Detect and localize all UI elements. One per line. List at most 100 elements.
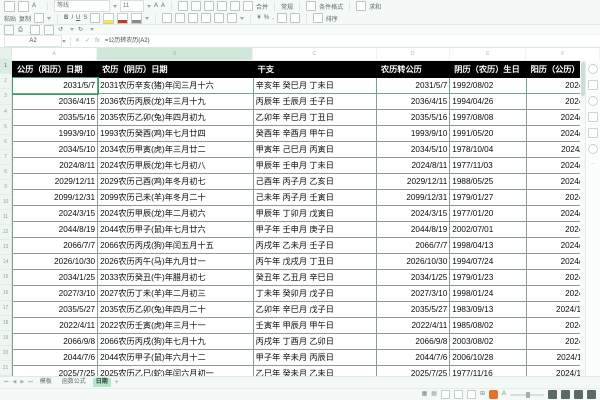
merge-cells-label[interactable]: 合并 — [256, 4, 269, 11]
table-row[interactable]: 2029/12/11 2029农历己酉(鸡)年冬月初七 己酉年 丙子月 乙亥日 … — [12, 173, 600, 190]
format-rail-icon[interactable] — [588, 96, 598, 106]
cell-lunar-birthday[interactable]: 1988/05/25 — [449, 173, 527, 190]
cell-lunar-birthday[interactable]: 1985/08/02 — [449, 317, 527, 334]
cell-ganzhi[interactable]: 丙午年 戊戌月 丁丑日 — [252, 253, 377, 270]
row-header[interactable]: 16 — [0, 285, 11, 301]
person-icon[interactable]: A — [501, 391, 506, 397]
undo-dropdown-icon[interactable] — [70, 28, 74, 31]
cell-lunar-birthday[interactable]: 1977/11/16 — [449, 365, 527, 376]
cell-lunar-birthday[interactable]: 2003/08/02 — [449, 333, 527, 350]
column-header-e[interactable]: E — [450, 48, 527, 60]
table-row[interactable]: 1993/9/10 1993农历癸酉(鸡)年七月廿四 癸酉年 辛酉月 甲午日 1… — [12, 125, 600, 142]
copy-icon[interactable] — [18, 0, 29, 12]
cell-lunar-birthday[interactable]: 1977/11/03 — [449, 157, 527, 174]
column-header-b[interactable]: B — [97, 48, 254, 60]
cell-ganzhi[interactable]: 丙戌年 乙未月 壬子日 — [252, 237, 377, 254]
table-row[interactable]: 2044/7/6 2044农历甲子(鼠)年六月十二 甲子年 辛未月 丙辰日 20… — [12, 349, 600, 366]
cell-ganzhi[interactable]: 甲辰年 壬申月 丁未日 — [252, 157, 377, 174]
table-row[interactable]: 2044/8/19 2044农历甲子(鼠)年七月廿六 甲子年 壬申月 庚子日 2… — [12, 221, 600, 238]
align-bottom-icon[interactable] — [204, 1, 215, 11]
table-row[interactable]: 2035/5/27 2035农历乙卯(兔)年四月二十 乙卯年 辛巳月 戊子日 2… — [12, 301, 600, 318]
cell-lunar-birthday[interactable]: 1997/08/08 — [449, 109, 527, 126]
row-header[interactable]: 1 — [0, 59, 11, 75]
column-header-c[interactable]: C — [253, 48, 377, 60]
cell-gregorian-date[interactable]: 2044/8/19 — [12, 221, 99, 238]
cell-ganzhi[interactable]: 丙辰年 壬辰月 壬子日 — [252, 93, 377, 110]
cell-lunar-to-solar[interactable]: 2044/7/6 — [375, 349, 451, 366]
cell-lunar-to-solar[interactable]: 2034/1/25 — [375, 269, 451, 286]
cell-gregorian-date[interactable]: 2066/9/8 — [12, 333, 99, 350]
row-header[interactable]: 17 — [0, 301, 11, 316]
cell-lunar-date[interactable]: 2099农历己未(羊)年冬月二十 — [97, 189, 254, 206]
paste-icon[interactable] — [4, 0, 15, 12]
cell-ganzhi[interactable]: 甲子年 辛未月 丙辰日 — [252, 349, 377, 366]
cell-ganzhi[interactable]: 乙卯年 辛巳月 丁丑日 — [252, 109, 377, 126]
chevron-down-icon[interactable] — [240, 16, 245, 20]
format-painter-icon[interactable]: A — [32, 2, 37, 9]
search-rail-icon[interactable] — [588, 64, 598, 74]
conditional-format-icon[interactable] — [306, 1, 317, 11]
row-header[interactable]: 7 — [0, 150, 11, 165]
col-header-gregorian-date[interactable]: 公历（阳历）日期 — [12, 61, 99, 78]
redo-icon[interactable]: ↻ — [78, 26, 84, 33]
chevron-down-icon[interactable] — [113, 4, 117, 8]
confirm-formula-icon[interactable]: ✓ — [85, 37, 91, 44]
cell-gregorian-date[interactable]: 2024/8/11 — [12, 157, 99, 174]
cell-gregorian-date[interactable]: 2036/4/15 — [12, 93, 99, 110]
settings-status-icon[interactable] — [587, 390, 596, 399]
table-row[interactable]: 2026/10/30 2026农历丙午(马)年九月廿一 丙午年 戊戌月 丁丑日 … — [12, 253, 600, 270]
cell-lunar-date[interactable]: 2034农历甲寅(虎)年三月廿二 — [97, 141, 254, 158]
cell-gregorian-date[interactable]: 2029/12/11 — [12, 173, 99, 190]
table-row[interactable]: 2027/3/10 2027农历丁未(羊)年二月初三 丁未年 癸卯月 戊子日 2… — [12, 285, 600, 302]
bold-icon[interactable]: B — [64, 14, 69, 21]
underline-icon[interactable]: U — [76, 14, 81, 21]
zoom-slider[interactable] — [510, 391, 544, 398]
cell-gregorian-date[interactable]: 2034/1/25 — [12, 269, 99, 286]
row-header[interactable]: 6 — [0, 135, 11, 150]
cell-ganzhi[interactable]: 甲寅年 己巳月 丙寅日 — [252, 141, 377, 158]
cell-lunar-to-solar[interactable]: 2036/4/15 — [375, 93, 451, 110]
cell-ganzhi[interactable]: 甲辰年 丁卯月 戊寅日 — [252, 205, 377, 222]
row-header[interactable]: 5 — [0, 120, 11, 135]
wrap-text-icon[interactable] — [243, 1, 254, 11]
number-format-label[interactable]: 常规 — [281, 4, 294, 11]
cell-gregorian-date[interactable]: 2022/4/11 — [12, 317, 99, 334]
col-header-lunar-to-solar[interactable]: 农历转公历 — [375, 61, 451, 78]
cell-lunar-to-solar[interactable]: 2034/5/10 — [375, 141, 451, 158]
cell-lunar-to-solar[interactable]: 2027/3/10 — [375, 285, 451, 302]
cell-ganzhi[interactable]: 甲子年 壬申月 庚子日 — [252, 221, 377, 238]
settings-rail-icon[interactable] — [588, 144, 598, 154]
vertical-scrollbar[interactable] — [580, 60, 586, 376]
justify-icon[interactable] — [201, 13, 212, 23]
cell-lunar-date[interactable]: 2031农历辛亥(猪)年闰三月十六 — [97, 77, 254, 94]
cell-lunar-date[interactable]: 1993农历癸酉(鸡)年七月廿四 — [97, 125, 254, 142]
cancel-formula-icon[interactable]: ✕ — [75, 37, 81, 44]
chevron-down-icon[interactable] — [145, 16, 150, 20]
share-icon[interactable] — [488, 390, 498, 399]
cell-gregorian-date[interactable]: 1993/9/10 — [12, 125, 99, 142]
cell-ganzhi[interactable]: 己酉年 丙子月 乙亥日 — [252, 173, 377, 190]
col-header-lunar-date[interactable]: 农历（阴历）日期 — [97, 61, 254, 78]
cell-lunar-to-solar[interactable]: 2099/12/31 — [375, 189, 451, 206]
cell-ganzhi[interactable]: 辛亥年 癸巳月 丁未日 — [252, 77, 377, 94]
table-row[interactable]: 2035/5/16 2035农历乙卯(兔)年四月初九 乙卯年 辛巳月 丁丑日 2… — [12, 109, 600, 126]
sheet-tab-formula[interactable]: 函数公式 — [61, 379, 86, 385]
cell-ganzhi[interactable]: 乙巳年 癸未月 乙未日 — [252, 365, 377, 376]
row-header[interactable]: 18 — [0, 316, 11, 331]
sum-label[interactable]: 求和 — [369, 4, 382, 11]
last-sheet-icon[interactable]: ⏭ — [28, 379, 33, 385]
italic-icon[interactable]: I — [71, 14, 74, 21]
cell-lunar-to-solar[interactable]: 2029/12/11 — [375, 173, 451, 190]
cell-lunar-date[interactable]: 2025农历乙巳(蛇)年闰六月初一 — [97, 365, 254, 376]
merge-center-icon[interactable] — [227, 13, 238, 23]
grow-font-icon[interactable]: A — [154, 2, 159, 9]
table-row[interactable]: 2024/3/15 2024农历甲辰(龙)年二月初六 甲辰年 丁卯月 戊寅日 2… — [12, 205, 600, 222]
table-row[interactable]: 2022/4/11 2022农历壬寅(虎)年三月十一 壬寅年 甲辰月 甲午日 2… — [12, 317, 600, 334]
cell-gregorian-date[interactable]: 2031/5/7 — [12, 76, 99, 95]
cell-lunar-date[interactable]: 2026农历丙午(马)年九月廿一 — [97, 253, 254, 270]
border-icon[interactable] — [90, 13, 101, 23]
fill-color-icon[interactable] — [103, 12, 115, 24]
cell-lunar-date[interactable]: 2035农历乙卯(兔)年四月二十 — [97, 301, 254, 318]
insert-function-icon[interactable]: fx — [95, 37, 100, 44]
align-top-icon[interactable] — [178, 1, 189, 11]
